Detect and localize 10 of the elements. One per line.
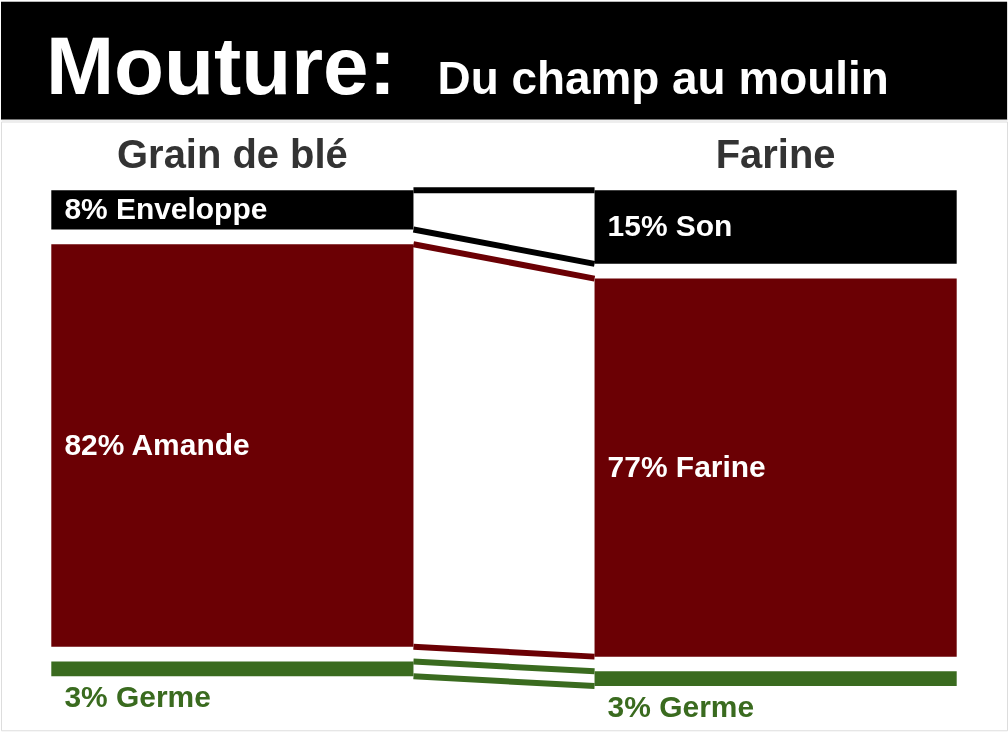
data-label: 3% Germe [607,690,755,724]
category-label: Grain de blé [117,131,348,176]
text: Du champ au moulin [437,51,889,104]
data-label: 15% Son [607,209,733,243]
text: Mouture: [45,19,396,111]
data-label: 3% Germe [64,680,211,714]
data-label: 82% Amande [64,427,250,461]
category-label: Farine [715,131,836,176]
data-label: 77% Farine [607,449,766,483]
data-label: 8% Enveloppe [64,191,268,225]
